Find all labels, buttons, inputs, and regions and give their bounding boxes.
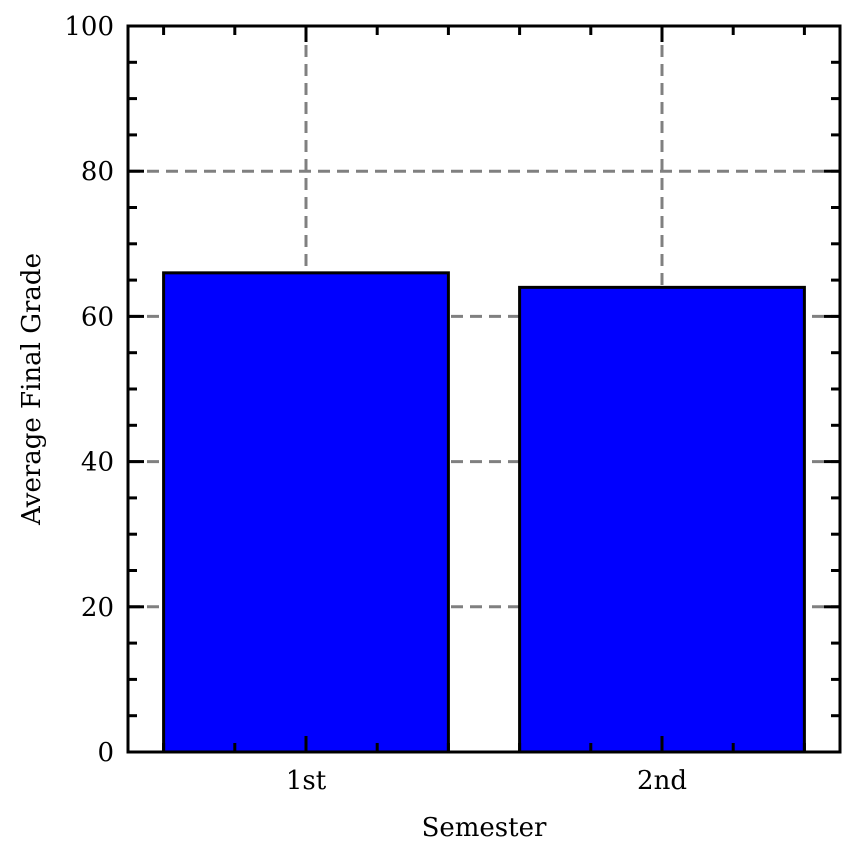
y-tick-label: 60: [81, 302, 114, 332]
x-tick-label: 1st: [286, 766, 327, 796]
y-tick-label: 100: [64, 12, 114, 42]
axis-ticks: [128, 24, 840, 754]
bar-2nd: [518, 285, 806, 754]
bars: [162, 271, 806, 754]
y-tick-label: 80: [81, 157, 114, 187]
y-tick-label: 20: [81, 593, 114, 623]
bar-1st: [162, 271, 450, 754]
x-tick-labels: 1st 2nd: [286, 766, 687, 796]
x-tick-label: 2nd: [637, 766, 687, 796]
x-axis-label: Semester: [422, 813, 547, 843]
y-tick-label: 40: [81, 448, 114, 478]
y-axis-label: Average Final Grade: [17, 253, 47, 526]
y-tick-labels: 0 20 40 60 80 100: [64, 12, 114, 768]
y-tick-label: 0: [97, 738, 114, 768]
